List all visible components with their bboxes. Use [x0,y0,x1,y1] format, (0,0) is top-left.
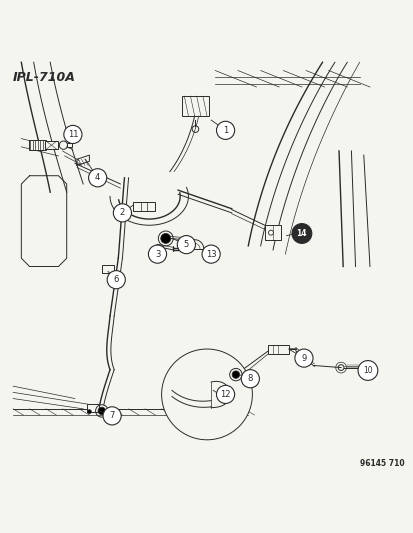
Circle shape [155,245,159,249]
Text: 7: 7 [109,411,114,421]
FancyBboxPatch shape [102,265,114,273]
FancyBboxPatch shape [87,405,99,411]
FancyBboxPatch shape [28,140,46,150]
Circle shape [216,385,234,403]
Circle shape [107,271,125,289]
Text: 3: 3 [154,249,160,259]
Circle shape [202,245,220,263]
Circle shape [148,245,166,263]
FancyBboxPatch shape [45,141,58,149]
Text: IPL-710A: IPL-710A [13,70,76,84]
Circle shape [87,410,91,414]
Text: 96145 710: 96145 710 [360,459,404,468]
Text: 5: 5 [183,240,189,249]
Circle shape [161,349,252,440]
FancyBboxPatch shape [182,96,209,116]
FancyBboxPatch shape [133,201,155,211]
FancyBboxPatch shape [66,143,71,147]
Circle shape [103,407,121,425]
Circle shape [88,169,107,187]
Circle shape [357,361,377,381]
Text: 8: 8 [247,374,252,383]
Text: 11: 11 [67,130,78,139]
Circle shape [216,122,234,140]
Text: 10: 10 [362,366,372,375]
FancyBboxPatch shape [268,345,288,354]
Circle shape [98,407,105,415]
Text: 13: 13 [205,249,216,259]
Circle shape [241,370,259,388]
Text: 6: 6 [113,275,119,284]
Circle shape [294,349,312,367]
Circle shape [291,223,311,244]
Text: 9: 9 [301,353,306,362]
Circle shape [232,371,239,378]
Circle shape [64,125,82,143]
Circle shape [177,236,195,254]
Text: 4: 4 [95,173,100,182]
Text: 14: 14 [296,229,306,238]
Circle shape [113,204,131,222]
Text: 1: 1 [223,126,228,135]
Text: 12: 12 [220,390,230,399]
Circle shape [160,233,170,244]
Text: 2: 2 [119,208,125,217]
FancyBboxPatch shape [264,225,280,240]
